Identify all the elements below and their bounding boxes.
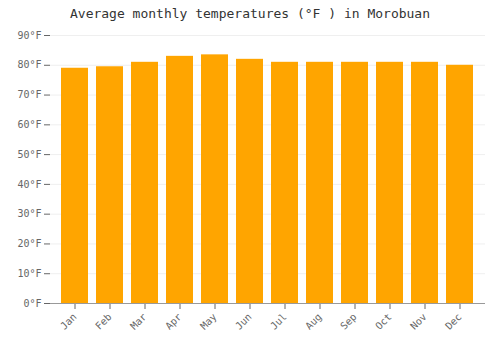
svg-text:Aug: Aug — [303, 311, 324, 332]
svg-text:10°F: 10°F — [17, 268, 41, 279]
svg-text:40°F: 40°F — [17, 179, 41, 190]
svg-text:Sep: Sep — [338, 311, 359, 332]
svg-text:May: May — [198, 311, 219, 332]
svg-text:60°F: 60°F — [17, 119, 41, 130]
html-text:Average monthly temperatures (: Average monthly temperatures (°F ) in Mo… — [70, 6, 430, 21]
svg-text:Mar: Mar — [128, 311, 149, 332]
svg-text:Jan: Jan — [58, 311, 79, 332]
svg-text:Oct: Oct — [373, 311, 394, 332]
svg-text:Nov: Nov — [408, 311, 429, 332]
svg-text:90°F: 90°F — [17, 30, 41, 41]
svg-text:70°F: 70°F — [17, 89, 41, 100]
svg-text:Jul: Jul — [268, 311, 289, 332]
svg-text:Jun: Jun — [233, 311, 254, 332]
svg-text:Apr: Apr — [163, 311, 184, 332]
svg-text:0°F: 0°F — [23, 298, 41, 309]
svg-text:50°F: 50°F — [17, 149, 41, 160]
svg-text:Dec: Dec — [443, 311, 464, 332]
svg-text:20°F: 20°F — [17, 238, 41, 249]
svg-text:30°F: 30°F — [17, 208, 41, 219]
svg-text:Feb: Feb — [93, 311, 114, 332]
svg-text:80°F: 80°F — [17, 59, 41, 70]
